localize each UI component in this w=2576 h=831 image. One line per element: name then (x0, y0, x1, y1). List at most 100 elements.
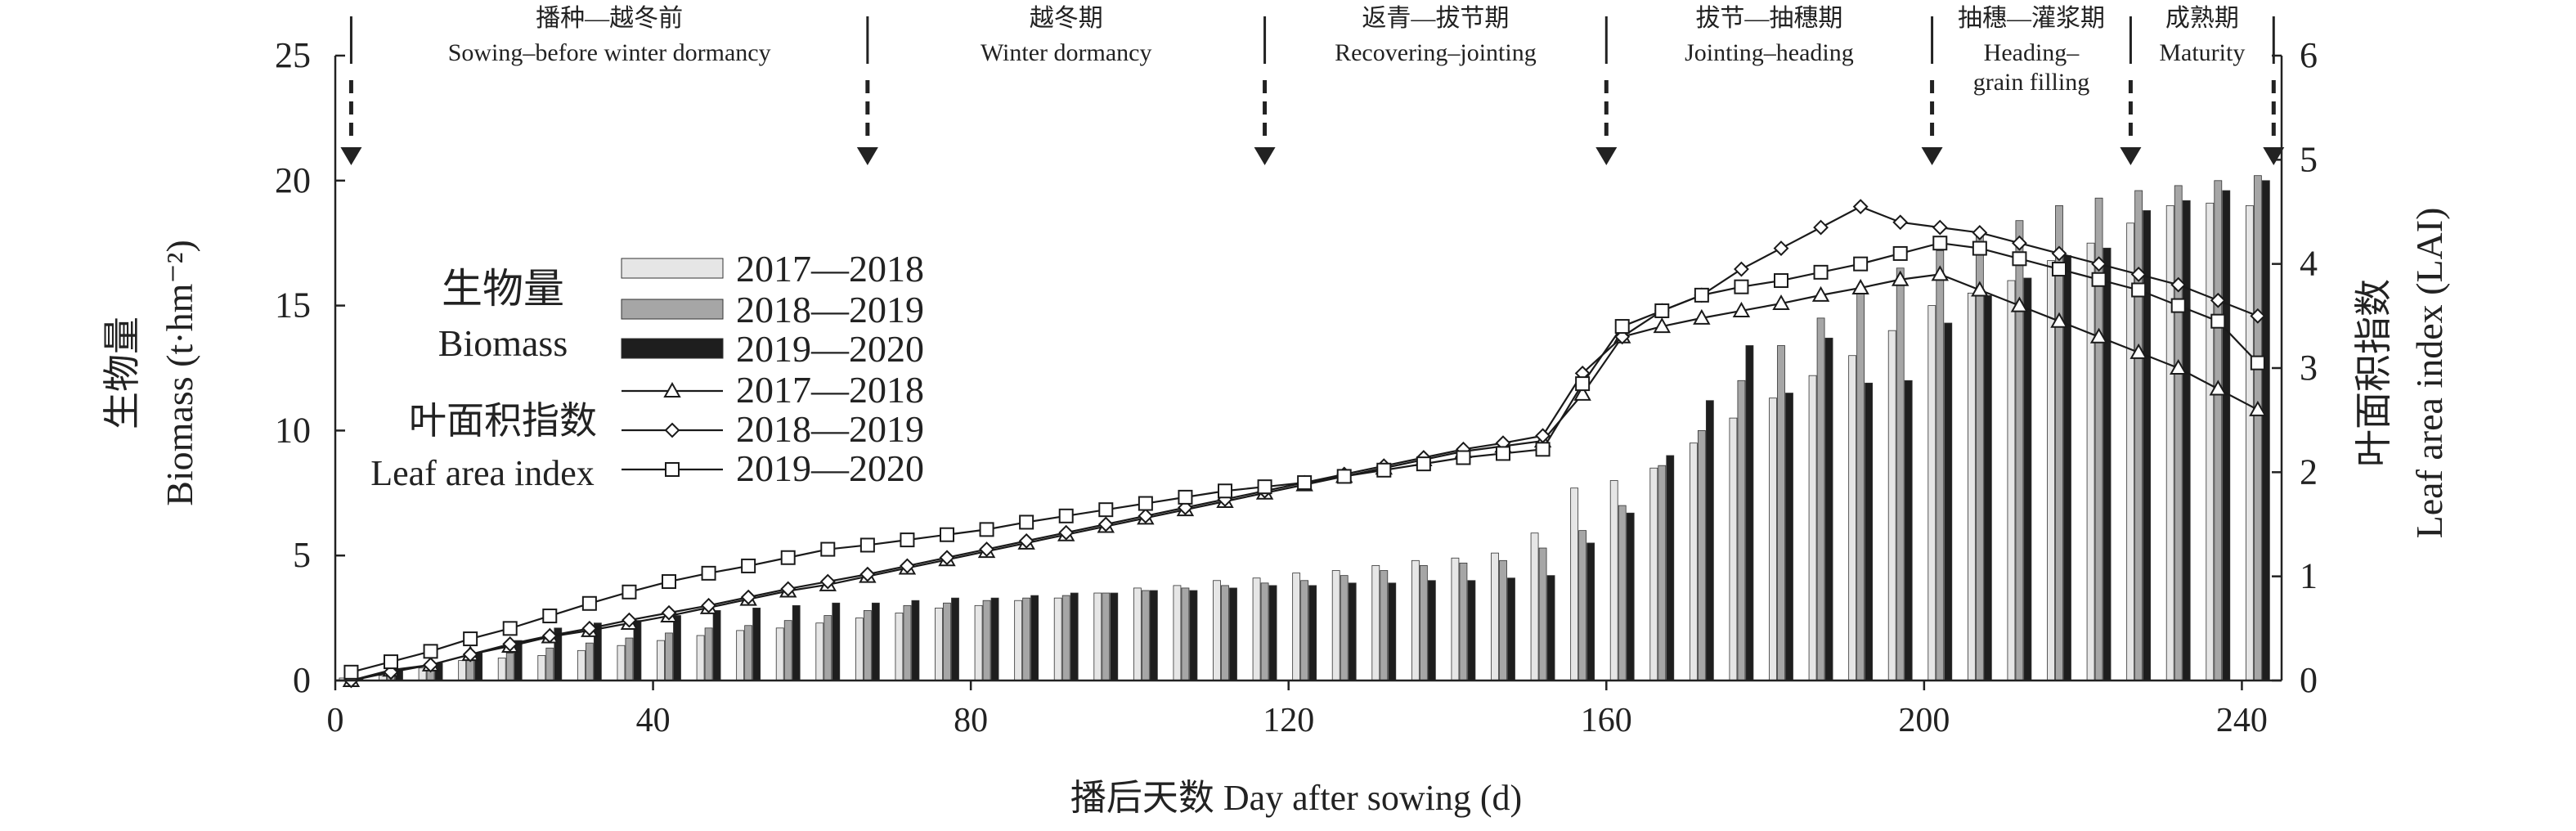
lai-point-diamond (1018, 532, 1034, 549)
biomass-bar (1570, 487, 1579, 681)
biomass-bar (1268, 585, 1277, 681)
y-right-tick-label: 3 (2300, 348, 2318, 388)
lai-point-diamond (581, 620, 598, 636)
biomass-bar (1427, 580, 1436, 681)
biomass-bar (673, 615, 681, 681)
stage-arrow-head (340, 147, 362, 165)
biomass-bar (1229, 587, 1237, 681)
biomass-bar (1865, 382, 1874, 681)
lai-point-square (2210, 313, 2226, 329)
biomass-bar (1340, 575, 1349, 681)
lai-point-square (662, 574, 676, 590)
biomass-bar (1331, 570, 1340, 681)
legend-biomass-title-cn: 生物量 (442, 266, 564, 312)
lai-point-square (1058, 508, 1074, 523)
lai-point-square (1575, 376, 1591, 392)
biomass-bar (1745, 345, 1754, 681)
biomass-bar (1507, 577, 1515, 681)
y-right-tick-label: 1 (2300, 556, 2318, 596)
x-tick-label: 120 (1263, 702, 1314, 739)
biomass-bar (1928, 305, 1936, 681)
y-axis-right-label-en: Leaf area index (LAI) (2408, 208, 2450, 539)
biomass-bar (1609, 480, 1618, 681)
stage-arrow-head (2120, 147, 2142, 165)
lai-point-square (900, 532, 915, 548)
biomass-bar (1658, 465, 1667, 681)
lai-point-diamond (661, 604, 677, 621)
stage-arrow-head (1254, 147, 1276, 165)
biomass-bar (2143, 210, 2152, 681)
lai-point-square (940, 527, 954, 542)
biomass-bar (871, 602, 880, 681)
y-left-tick-label: 0 (293, 660, 311, 700)
lai-point-diamond (664, 422, 680, 438)
lai-point-square (2170, 298, 2186, 313)
biomass-bar (497, 658, 506, 681)
stage-label-cn: 拔节—抽穗期 (1695, 5, 1842, 32)
stage-label-cn: 返青—拔节期 (1362, 5, 1509, 32)
lai-point-square (820, 541, 836, 557)
biomass-bar (1578, 530, 1587, 681)
biomass-bar (935, 607, 943, 681)
biomass-bar (990, 597, 999, 681)
stage-label-cn: 抽穗—灌浆期 (1958, 5, 2105, 32)
biomass-bar (1459, 562, 1468, 681)
biomass-bar (1053, 597, 1062, 681)
biomass-bar (1388, 582, 1397, 681)
x-tick-label: 80 (954, 702, 988, 739)
lai-point-diamond (1734, 261, 1749, 277)
biomass-bar (2214, 180, 2223, 681)
lai-point-diamond (1852, 199, 1869, 215)
biomass-bar (1808, 375, 1817, 681)
biomass-bar (1896, 267, 1905, 681)
biomass-bar (585, 642, 594, 681)
x-tick-label: 40 (636, 702, 671, 739)
x-tick-label: 160 (1581, 702, 1632, 739)
lai-point-triangle (1732, 301, 1751, 317)
biomass-bar (1300, 580, 1309, 681)
lai-point-square (1972, 240, 1987, 256)
stage-label-en: grain filling (1973, 69, 2089, 96)
biomass-bar (1983, 294, 1992, 681)
lai-point-square (502, 621, 518, 636)
lai-point-triangle (1931, 265, 1949, 281)
legend-label: 2017—2018 (736, 248, 924, 290)
biomass-bar (1189, 590, 1198, 681)
lai-point-diamond (979, 541, 994, 557)
biomass-bar (1022, 597, 1031, 681)
lai-point-diamond (2250, 308, 2266, 324)
lai-point-triangle (2209, 380, 2227, 396)
lai-point-triangle (1772, 294, 1790, 311)
lai-point-diamond (502, 636, 518, 652)
biomass-bar (1729, 417, 1738, 681)
lai-point-diamond (819, 573, 836, 590)
lai-point-square (1456, 450, 1471, 465)
biomass-bar (2261, 180, 2270, 681)
lai-point-square (1178, 489, 1193, 505)
biomass-bar (736, 630, 745, 681)
lai-point-square (1416, 456, 1431, 472)
biomass-bar (1649, 467, 1658, 681)
stage-arrow-head (2263, 147, 2285, 165)
biomass-bar (1816, 317, 1825, 681)
stage-label-en: Recovering–jointing (1335, 39, 1537, 66)
biomass-bar (657, 640, 665, 681)
lai-point-square (1932, 236, 1948, 251)
lai-point-square (1654, 303, 1670, 318)
lai-point-triangle (1971, 281, 1989, 297)
lai-point-square (1734, 279, 1749, 294)
lai-point-square (1336, 469, 1352, 484)
biomass-bar (1141, 590, 1150, 681)
lai-point-square (1257, 479, 1272, 495)
y-left-tick-label: 20 (275, 160, 311, 200)
legend-label: 2019—2020 (736, 328, 924, 370)
biomass-bar (1014, 600, 1023, 681)
biomass-bar (2206, 202, 2215, 681)
y-axis-left-label-en: Biomass (t·hm⁻²) (159, 240, 200, 506)
stage-annotations: 播种—越冬前 Sowing–before winter dormancy 越冬期 Wi… (340, 5, 2285, 165)
lai-point-square (1218, 483, 1232, 499)
biomass-bar (2174, 185, 2183, 681)
biomass-bar (1348, 582, 1357, 681)
biomass-bar (1856, 292, 1865, 681)
